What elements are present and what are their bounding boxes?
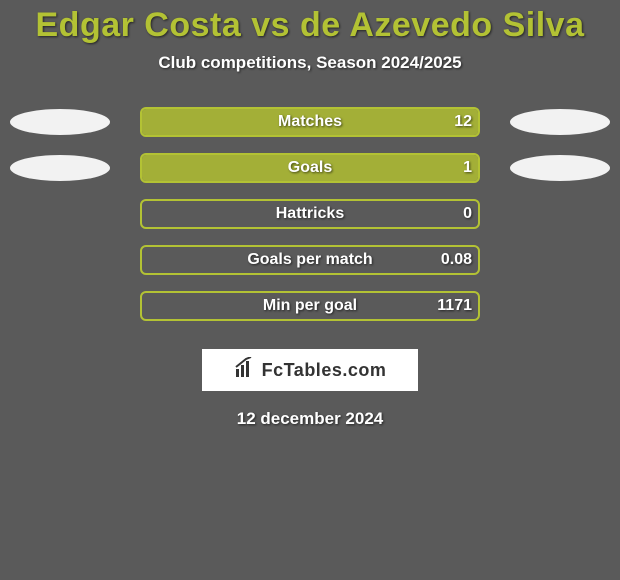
- stat-bar-fill: [142, 109, 478, 135]
- stat-row: Matches12: [0, 107, 620, 137]
- chart-icon: [234, 357, 256, 384]
- player-right-indicator: [510, 155, 610, 181]
- player-left-indicator: [10, 109, 110, 135]
- stat-bar-track: [140, 199, 480, 229]
- stat-row: Goals per match0.08: [0, 245, 620, 275]
- page-title: Edgar Costa vs de Azevedo Silva: [0, 0, 620, 45]
- subtitle: Club competitions, Season 2024/2025: [0, 53, 620, 73]
- stat-row: Goals1: [0, 153, 620, 183]
- stat-row: Min per goal1171: [0, 291, 620, 321]
- stat-bar-track: [140, 153, 480, 183]
- stat-bar-track: [140, 245, 480, 275]
- stats-block: Matches12 Goals1 Hattricks0 Goals per match…: [0, 107, 620, 321]
- player-right-indicator: [510, 109, 610, 135]
- stat-bar-fill: [142, 155, 478, 181]
- date-text: 12 december 2024: [0, 409, 620, 429]
- stat-row: Hattricks0: [0, 199, 620, 229]
- player-left-indicator: [10, 155, 110, 181]
- comparison-infographic: Edgar Costa vs de Azevedo Silva Club com…: [0, 0, 620, 580]
- stat-bar-track: [140, 107, 480, 137]
- logo-text: FcTables.com: [262, 360, 387, 381]
- stat-bar-track: [140, 291, 480, 321]
- logo-box: FcTables.com: [202, 349, 418, 391]
